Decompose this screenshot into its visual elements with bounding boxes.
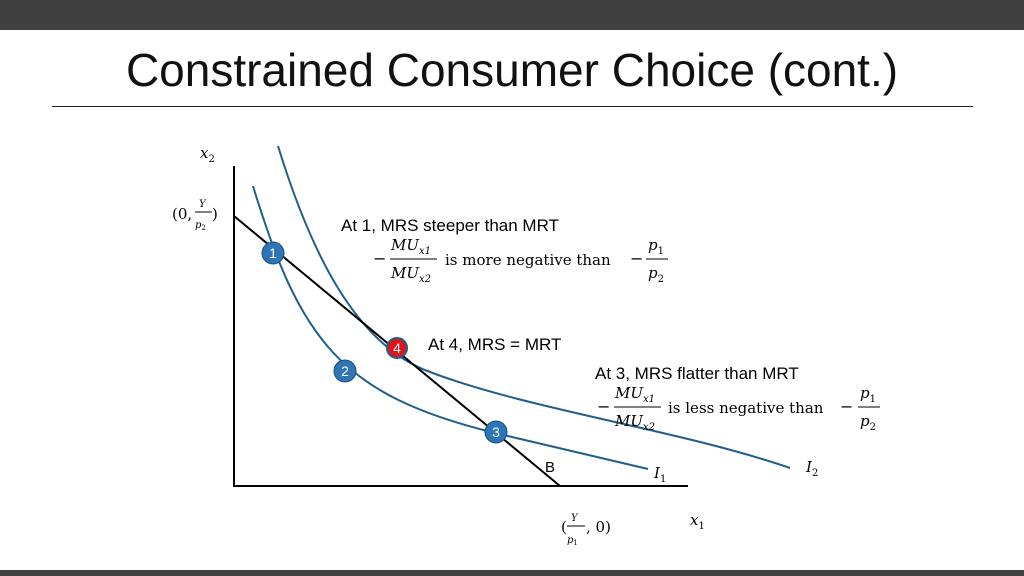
svg-text:(: ( [561,518,567,536]
y-axis-label: x2 [200,144,215,165]
svg-text:1: 1 [269,245,277,261]
svg-text:−: − [373,249,386,268]
indifference-curve-i1 [252,185,649,470]
annotation-point-4: At 4, MRS = MRT [428,335,561,354]
x-axis-label: x1 [690,511,705,532]
svg-text:2: 2 [341,363,349,379]
svg-text:(0,: (0, [172,205,192,223]
svg-text:): ) [212,205,218,223]
annotation-point-3: At 3, MRS flatter than MRT − MUx1 MUx2 i… [595,364,880,433]
svg-text:, 0): , 0) [586,518,611,536]
svg-text:p1: p1 [860,384,876,405]
svg-text:p2: p2 [195,220,206,232]
point-2: 2 [333,359,357,383]
svg-text:3: 3 [492,424,500,440]
i1-label: I1 [653,464,666,485]
svg-text:MUx2: MUx2 [614,412,655,433]
svg-text:Y: Y [199,199,207,210]
indifference-curve-i2 [277,145,791,469]
budget-line-label: B [545,459,555,476]
point-3: 3 [484,420,508,444]
svg-text:−: − [630,249,643,268]
svg-text:p1: p1 [648,236,664,257]
svg-text:At 3, MRS flatter than MRT: At 3, MRS flatter than MRT [595,364,799,383]
point-1: 1 [261,241,285,265]
annotation-point-1: At 1, MRS steeper than MRT − MUx1 MUx2 i… [341,216,668,285]
bottom-bar [0,570,1024,576]
svg-text:Y: Y [571,513,579,524]
x-intercept-label: ( Y p1 , 0) [561,513,611,547]
top-bar [0,0,1024,30]
svg-text:MUx2: MUx2 [390,264,431,285]
svg-text:MUx1: MUx1 [390,236,431,257]
svg-text:is less negative than: is less negative than [668,399,824,417]
y-intercept-label: (0, Y p2 ) [172,199,218,232]
slide-title: Constrained Consumer Choice (cont.) [125,44,899,96]
point-4: 4 [386,337,408,359]
title-rule [52,106,973,107]
svg-text:−: − [597,397,610,416]
svg-text:At 1, MRS steeper than MRT: At 1, MRS steeper than MRT [341,216,559,235]
svg-text:is more negative than: is more negative than [445,251,611,269]
i2-label: I2 [805,458,818,479]
svg-text:p2: p2 [648,264,664,285]
svg-text:p1: p1 [567,535,578,547]
svg-text:4: 4 [393,340,401,356]
svg-text:p2: p2 [860,412,876,433]
svg-text:MUx1: MUx1 [614,384,655,405]
svg-text:−: − [840,397,853,416]
